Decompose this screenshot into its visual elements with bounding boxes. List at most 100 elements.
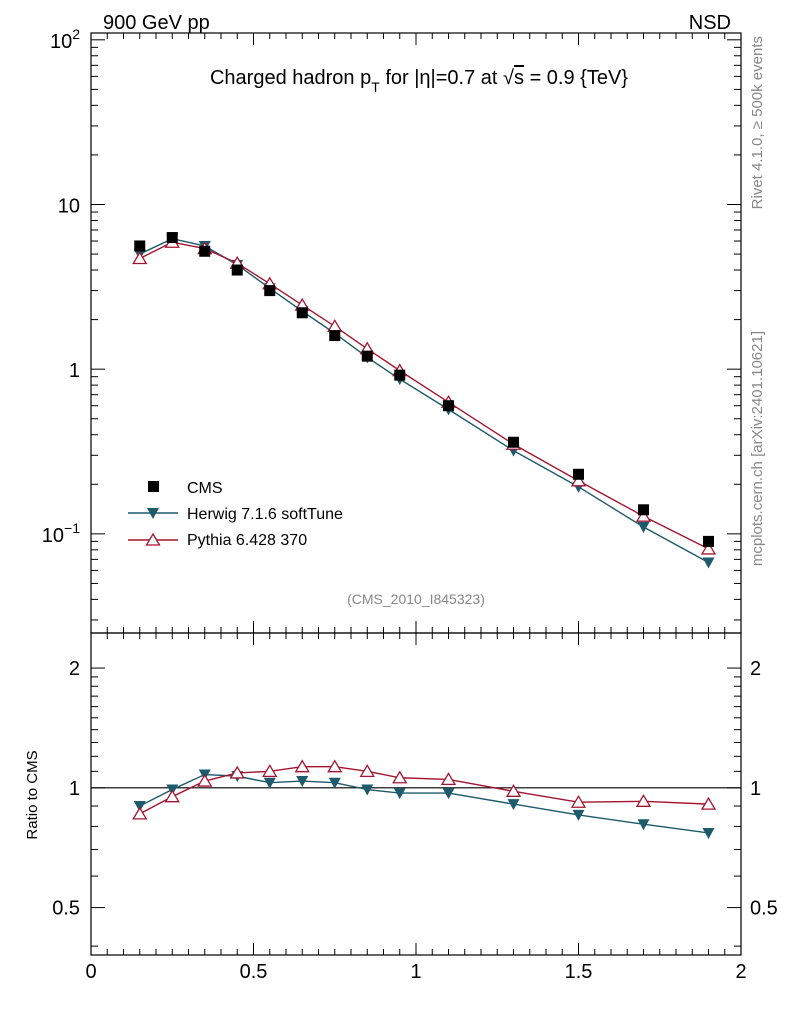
legend-cms-label: CMS: [187, 480, 223, 497]
legend-herwig-marker: [147, 508, 159, 519]
legend-cms-marker: [148, 481, 159, 492]
main-cms-point: [329, 330, 341, 342]
ratio-pythia-point: [327, 759, 343, 773]
chart-title-prefix: Charged hadron p: [210, 67, 371, 89]
main-pythia-point: [700, 541, 717, 555]
chart-title-mid: for |η|=0.7 at: [380, 67, 503, 89]
ratio-y-tick-label: 0.5: [52, 898, 80, 920]
y-tick-label: 10: [58, 195, 80, 217]
ratio-herwig-point: [328, 777, 341, 789]
legend: CMS Herwig 7.1.6 softTune Pythia 6.428 3…: [128, 480, 343, 549]
ratio-y-tick-label: 1: [69, 778, 80, 800]
ratio-y-tick-label-right: 1: [750, 778, 761, 800]
main-cms-point: [361, 350, 373, 362]
ratio-pythia-point: [700, 796, 717, 810]
main-cms-point: [296, 307, 308, 319]
ratio-y-tick-label: 2: [69, 658, 80, 680]
y-tick-base: 1: [69, 360, 80, 382]
ratio-pythia-point: [197, 773, 213, 787]
ratio-herwig-point: [702, 827, 715, 839]
ratio-pythia-point: [392, 770, 408, 784]
legend-entry-herwig: Herwig 7.1.6 softTune: [128, 506, 343, 523]
x-tick-label: 0.5: [240, 961, 268, 983]
chart-title-subscript: T: [371, 79, 380, 95]
ratio-axis-ticks: [90, 633, 742, 955]
ratio-y-tick-label-right: 0.5: [750, 898, 778, 920]
y-tick-label: 10−1: [42, 520, 80, 547]
ratio-herwig-point: [361, 784, 374, 796]
ratio-herwig-point: [133, 801, 146, 813]
main-axis-ticks: [90, 33, 742, 633]
legend-herwig-label: Herwig 7.1.6 softTune: [187, 506, 343, 523]
ratio-pythia-point: [132, 806, 148, 820]
main-herwig-point: [702, 557, 715, 569]
y-tick-exponent: 2: [72, 26, 80, 42]
legend-entry-cms: CMS: [148, 480, 223, 497]
x-tick-label: 1: [410, 961, 421, 983]
ratio-pythia-point: [359, 764, 375, 778]
ratio-series-layer: [132, 759, 717, 839]
analysis-watermark: (CMS_2010_I845323): [347, 591, 485, 607]
main-pythia-point: [570, 473, 587, 487]
rivet-label: Rivet 4.1.0, ≥ 500k events: [749, 36, 766, 209]
chart-title-suffix: = 0.9 {TeV}: [524, 67, 628, 89]
ratio-y-tick-label-right: 2: [750, 658, 761, 680]
x-tick-labels: 0 0.5 1 1.5 2: [85, 961, 746, 983]
main-series-layer: [132, 232, 717, 569]
main-cms-point: [508, 436, 519, 448]
main-cms-point: [443, 400, 454, 412]
ratio-plot-panel: 0.5 0.5 1 1 2 2 0 0.5 1 1.5 2 Ratio to CMS: [24, 632, 778, 983]
x-tick-label: 2: [735, 961, 746, 983]
main-pythia-point: [132, 251, 148, 265]
ratio-pythia-point: [440, 772, 457, 786]
main-cms-point: [703, 535, 714, 547]
y-tick-base: 10: [58, 195, 80, 217]
ratio-herwig-point: [296, 776, 309, 788]
ratio-plot-frame: [90, 632, 742, 956]
ratio-pythia-point: [505, 784, 522, 797]
main-pythia-point: [635, 508, 652, 522]
ratio-herwig-point: [507, 799, 520, 811]
chart-title-sqrt: √: [503, 67, 514, 89]
ratio-pythia-point: [229, 765, 245, 779]
y-tick-label: 102: [50, 26, 80, 53]
ratio-herwig-point: [442, 788, 455, 800]
process-label: NSD: [689, 12, 731, 34]
main-cms-point: [166, 232, 178, 244]
main-cms-point: [199, 245, 211, 257]
main-cms-point: [134, 240, 146, 252]
y-tick-label: 1: [69, 360, 80, 382]
legend-pythia-label: Pythia 6.428 370: [187, 532, 307, 549]
main-cms-point: [231, 264, 243, 276]
ratio-herwig-point: [572, 809, 585, 821]
mcplots-label: mcplots.cern.ch [arXiv:2401.10621]: [749, 331, 766, 566]
ratio-pythia-point: [262, 764, 278, 778]
ratio-herwig-point: [393, 788, 406, 800]
main-pythia-point: [327, 319, 343, 332]
ratio-pythia-line: [139, 766, 709, 815]
y-tick-base: 10: [42, 525, 64, 547]
main-herwig-point: [637, 522, 650, 534]
main-cms-point: [394, 369, 406, 381]
chart-title: Charged hadron pT for |η|=0.7 at √s = 0.…: [210, 67, 628, 95]
main-cms-point: [638, 504, 649, 516]
x-tick-label: 0: [85, 961, 96, 983]
main-pythia-line: [139, 241, 709, 550]
ratio-herwig-line: [139, 773, 709, 834]
ratio-herwig-point: [637, 819, 650, 831]
y-tick-base: 10: [50, 31, 72, 53]
ratio-pythia-point: [164, 789, 180, 803]
x-tick-label: 1.5: [565, 961, 593, 983]
ratio-pythia-point: [294, 759, 310, 773]
chart-title-sqrt-arg: s: [514, 67, 524, 89]
ratio-y-tick-labels: 0.5 0.5 1 1 2 2: [52, 658, 778, 920]
main-cms-point: [264, 285, 276, 297]
y-tick-exponent: −1: [64, 520, 80, 536]
energy-label: 900 GeV pp: [103, 12, 210, 34]
ratio-herwig-point: [263, 777, 276, 789]
ratio-y-axis-label: Ratio to CMS: [24, 750, 41, 839]
main-cms-point: [573, 468, 584, 480]
